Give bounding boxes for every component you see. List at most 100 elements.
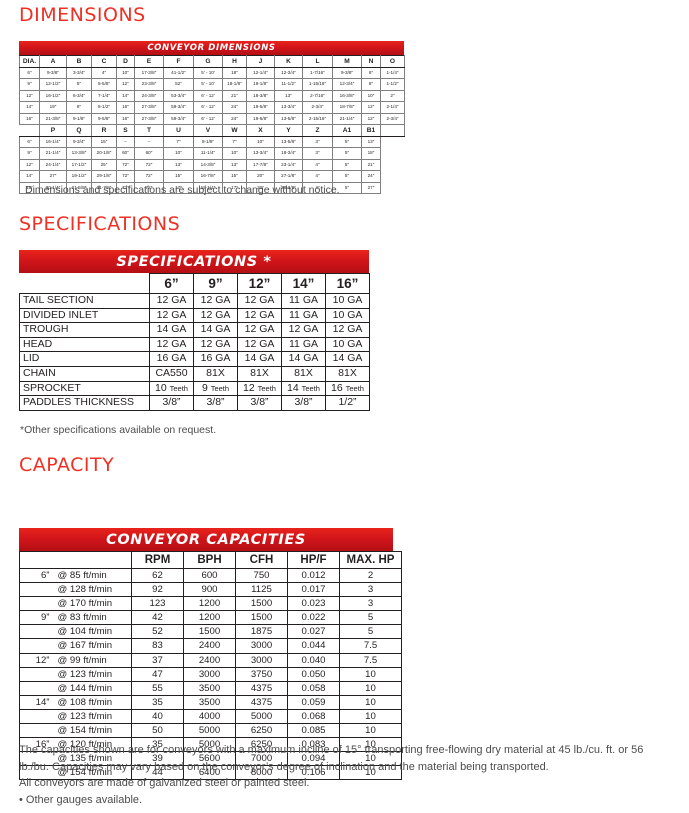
column-header-blank xyxy=(19,551,54,569)
table-cell: 15″ xyxy=(163,170,194,183)
cell-bph: 5000 xyxy=(183,723,236,739)
row-speed: @ 135 ft/min xyxy=(53,751,132,767)
row-speed: @ 83 ft/min xyxy=(53,610,132,626)
table-cell: 8-1/8″ xyxy=(193,136,223,149)
table-cell: 18-3/8″ xyxy=(246,89,275,103)
page-title-capacity: CAPACITY xyxy=(19,454,115,476)
table-cell: 9-1/8″ xyxy=(66,112,92,126)
table-row: CHAIN CA550 81X 81X 81X 81X xyxy=(19,365,370,382)
table-cell: CA550 xyxy=(149,365,194,382)
table-cell: 13-3/8″ xyxy=(66,147,92,160)
table-cell: – xyxy=(116,136,135,149)
row-diameter: 6″ xyxy=(19,136,40,149)
table-row: 14″ 19″ 8″ 8-1/2″ 16″ 27-3/8″ 59-3/4″ 6' - 12' 2… xyxy=(19,101,405,114)
table-cell: 13″ xyxy=(274,89,303,103)
row-diameter: 6″ xyxy=(19,66,40,80)
cell-bph: 3500 xyxy=(183,695,236,710)
specifications-table-block: SPECIFICATIONS * 6” 9” 12” 14” 16” TAIL SECTI… xyxy=(19,250,370,411)
table-cell: 4″ xyxy=(91,66,117,80)
table-cell: 19-1/8″ xyxy=(246,78,275,91)
table-cell xyxy=(380,136,405,149)
table-cell: 24″ xyxy=(222,112,247,126)
table-cell: 27″ xyxy=(361,181,381,195)
table-cell: 5″ xyxy=(332,170,362,183)
table-cell: 27-3/8″ xyxy=(134,101,164,114)
cell-hpf: 0.106 xyxy=(287,765,340,780)
table-cell: 12 GA xyxy=(149,293,194,309)
cell-cfh: 7000 xyxy=(235,751,288,767)
cell-bph: 1200 xyxy=(183,596,236,612)
column-header-size-16: 16” xyxy=(325,273,370,294)
table-cell: 13″ xyxy=(222,158,247,172)
column-header-y: Y xyxy=(274,124,303,138)
row-diameter: 16” xyxy=(19,737,54,753)
table-cell: 13-5/8″ xyxy=(274,136,303,149)
row-speed: @ 154 ft/min xyxy=(53,723,132,739)
table-cell xyxy=(380,181,405,195)
cell-hpf: 0.040 xyxy=(287,653,340,668)
table-cell: 72″ xyxy=(134,158,164,172)
dimensions-table-block: CONVEYOR DIMENSIONS DIA. A B C D E F G H J K L M N O 6″… xyxy=(19,41,405,195)
table-cell: 5' - 10' xyxy=(193,66,223,80)
table-cell: 10″ xyxy=(222,147,247,160)
table-cell: 19-5/8″ xyxy=(246,112,275,126)
cell-rpm: 52 xyxy=(131,624,184,640)
table-cell: 81X xyxy=(193,365,238,382)
table-row: @ 135 ft/min 39 5600 7000 0.094 10 xyxy=(19,751,402,767)
column-header-hpf: HP/F xyxy=(287,551,340,569)
table-cell: 16 Teeth xyxy=(325,380,370,397)
cell-cfh: 8000 xyxy=(235,765,288,780)
row-speed: @ 104 ft/min xyxy=(53,624,132,640)
cell-maxhp: 5 xyxy=(339,624,402,640)
table-row: 9” @ 83 ft/min 42 1200 1500 0.022 5 xyxy=(19,610,402,626)
row-diameter xyxy=(19,638,54,654)
table-cell: 3″ xyxy=(302,147,333,160)
row-diameter xyxy=(19,624,54,640)
row-diameter: 12″ xyxy=(19,158,40,172)
table-cell: 59-3/4″ xyxy=(163,112,194,126)
cell-rpm: 55 xyxy=(131,681,184,696)
cell-bph: 5600 xyxy=(183,751,236,767)
column-header-t: T xyxy=(134,124,164,138)
table-cell: 19″ xyxy=(39,101,67,114)
table-cell: 10 GA xyxy=(325,293,370,309)
table-cell: 6-3/4″ xyxy=(66,89,92,103)
cell-cfh: 6250 xyxy=(235,737,288,753)
table-row: 6” @ 85 ft/min 62 600 750 0.012 2 xyxy=(19,568,402,584)
table-cell: 18-7/8″ xyxy=(332,101,362,114)
table-cell: 24″ xyxy=(361,170,381,183)
table-cell: 12 Teeth xyxy=(237,380,282,397)
table-cell: 2-1/4″ xyxy=(380,101,405,114)
table-cell: 52″ xyxy=(163,78,194,91)
table-row: 14″ 27″ 19-1/2″ 29-1/8″ 72″ 72″ 15″ 16-7/8″ 15″ 2… xyxy=(19,170,405,183)
table-cell: 10″ xyxy=(163,147,194,160)
table-cell: 12 GA xyxy=(193,336,238,353)
table-cell: 6' - 12' xyxy=(193,112,223,126)
table-row: @ 154 ft/min 50 5000 6250 0.085 10 xyxy=(19,723,402,739)
table-cell: 15″ xyxy=(91,136,117,149)
row-diameter: 6” xyxy=(19,568,54,584)
cell-maxhp: 10 xyxy=(339,667,402,682)
table-cell: 16″ xyxy=(116,101,135,114)
table-row: 16” @ 120 ft/min 35 5000 6250 0.083 10 xyxy=(19,737,402,753)
table-cell: 29-1/8″ xyxy=(91,170,117,183)
cell-maxhp: 3 xyxy=(339,596,402,612)
table-cell: 53-3/4″ xyxy=(163,89,194,103)
cell-maxhp: 7.5 xyxy=(339,653,402,668)
cell-maxhp: 10 xyxy=(339,751,402,767)
table-cell: 5″ xyxy=(332,147,362,160)
table-cell xyxy=(380,158,405,172)
cell-hpf: 0.012 xyxy=(287,568,340,584)
table-cell: 12-1/2″ xyxy=(39,78,67,91)
footer-line-3: All conveyors are made of galvanized ste… xyxy=(19,777,310,789)
specifications-table-banner: SPECIFICATIONS * xyxy=(19,250,369,273)
column-header-bph: BPH xyxy=(183,551,236,569)
column-header-size-14: 14” xyxy=(281,273,326,294)
row-diameter: 14″ xyxy=(19,101,40,114)
cell-rpm: 62 xyxy=(131,568,184,584)
table-cell: 16 GA xyxy=(149,351,194,367)
row-speed: @ 170 ft/min xyxy=(53,596,132,612)
cell-cfh: 3000 xyxy=(235,638,288,654)
table-cell: 6' - 12' xyxy=(193,101,223,114)
table-cell: 20-1/8″ xyxy=(91,147,117,160)
